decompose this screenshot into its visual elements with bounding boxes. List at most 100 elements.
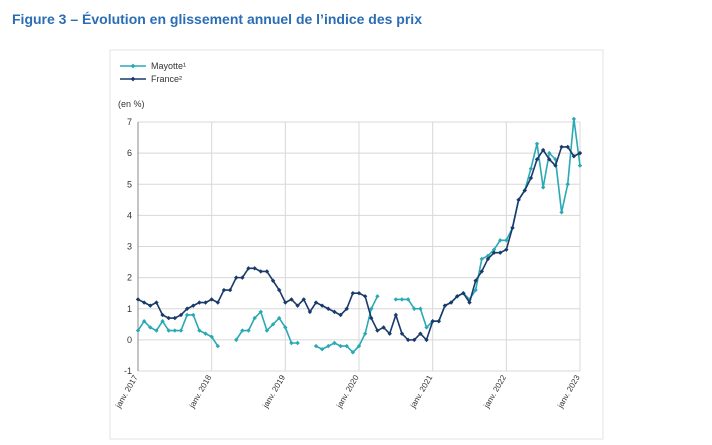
data-point: [135, 297, 141, 302]
data-point: [467, 300, 472, 305]
data-point: [504, 238, 509, 243]
data-point: [252, 266, 257, 271]
data-point: [577, 163, 583, 168]
data-point: [141, 300, 147, 305]
y-tick-label: -1: [124, 366, 132, 376]
data-point: [534, 157, 540, 162]
legend-label: Mayotte¹: [151, 61, 186, 71]
data-point: [258, 269, 263, 274]
y-tick-label: 5: [127, 179, 132, 189]
data-point: [362, 331, 368, 336]
data-point: [221, 287, 227, 293]
data-point: [264, 328, 270, 333]
data-point: [148, 303, 153, 308]
data-point: [209, 297, 214, 302]
data-point: [166, 315, 171, 321]
data-point: [258, 309, 263, 315]
data-point: [497, 238, 503, 243]
data-point: [326, 306, 331, 311]
data-point: [178, 328, 184, 333]
data-point: [473, 287, 478, 293]
data-point: [528, 166, 534, 171]
data-point: [246, 328, 251, 333]
data-point: [381, 325, 386, 330]
data-point: [295, 303, 300, 308]
data-point: [577, 150, 583, 156]
y-axis-label: (en %): [118, 99, 145, 109]
data-point: [424, 325, 429, 330]
data-point: [448, 300, 454, 305]
data-point: [313, 300, 319, 305]
data-point: [485, 256, 491, 262]
data-point: [234, 337, 239, 343]
data-point: [350, 350, 356, 355]
y-tick-label: 3: [127, 242, 132, 252]
data-point: [270, 278, 276, 283]
data-point: [510, 225, 515, 231]
legend-marker: [130, 63, 136, 69]
data-point: [504, 247, 509, 252]
data-point: [399, 297, 405, 302]
data-point: [276, 315, 282, 321]
data-point: [534, 141, 540, 146]
data-point: [369, 315, 374, 321]
data-point: [209, 334, 214, 339]
data-point: [350, 290, 356, 296]
data-point: [412, 337, 417, 343]
data-point: [148, 325, 153, 330]
y-tick-label: 0: [127, 335, 132, 345]
y-tick-label: 6: [127, 148, 132, 158]
data-point: [215, 300, 221, 305]
data-point: [264, 269, 270, 274]
data-point: [565, 182, 570, 187]
data-point: [418, 331, 423, 336]
data-point: [362, 294, 368, 299]
data-point: [559, 144, 564, 150]
data-point: [172, 328, 178, 333]
data-point: [332, 309, 337, 315]
data-point: [301, 297, 306, 302]
data-point: [369, 306, 374, 311]
data-point: [356, 290, 362, 296]
data-point: [313, 343, 319, 349]
data-point: [240, 275, 245, 280]
data-point: [276, 287, 282, 293]
data-point: [203, 300, 208, 305]
data-point: [160, 319, 165, 324]
data-point: [491, 247, 497, 252]
data-point: [516, 197, 521, 203]
data-point: [344, 343, 349, 349]
data-point: [166, 328, 171, 333]
data-point: [283, 325, 288, 330]
data-point: [191, 312, 196, 318]
data-point: [154, 300, 159, 305]
data-point: [184, 306, 190, 311]
data-point: [540, 185, 546, 190]
data-point: [197, 328, 202, 333]
data-point: [203, 331, 208, 336]
data-point: [399, 331, 405, 336]
data-point: [240, 328, 245, 333]
data-point: [455, 294, 460, 299]
data-point: [356, 343, 362, 349]
data-point: [405, 297, 411, 302]
data-point: [522, 188, 527, 193]
data-point: [375, 294, 380, 299]
data-point: [283, 300, 288, 305]
data-point: [178, 312, 184, 318]
data-point: [307, 309, 313, 315]
data-point: [393, 312, 399, 318]
data-point: [479, 269, 484, 274]
data-point: [215, 343, 221, 349]
data-point: [442, 303, 448, 308]
data-point: [338, 343, 343, 349]
data-point: [491, 250, 497, 255]
data-point: [528, 175, 534, 181]
data-point: [319, 303, 325, 308]
data-point: [141, 319, 147, 324]
y-tick-label: 7: [127, 117, 132, 127]
data-point: [375, 328, 380, 333]
data-point: [332, 340, 337, 346]
